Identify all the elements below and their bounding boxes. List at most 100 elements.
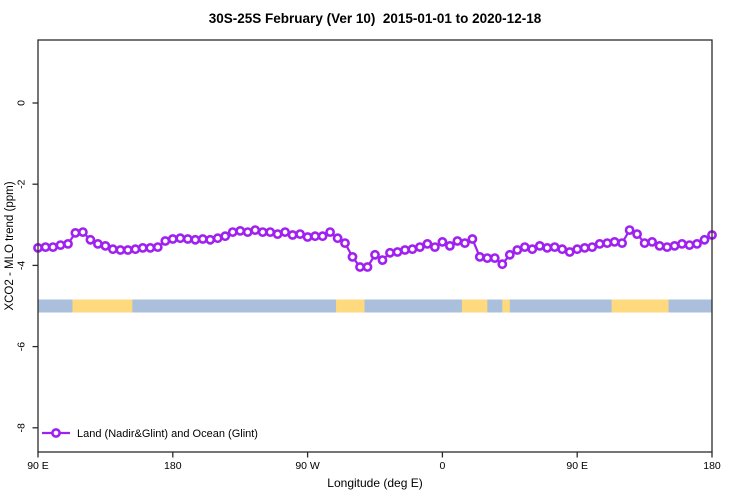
data-point <box>302 232 313 242</box>
land-segment <box>461 299 488 313</box>
data-point <box>467 234 478 244</box>
data-point <box>624 225 635 235</box>
data-point <box>362 262 373 272</box>
data-point <box>609 236 620 247</box>
data-point <box>617 238 627 248</box>
data-point <box>40 242 51 252</box>
x-tick-label: 90 W <box>295 460 320 472</box>
data-point <box>400 245 410 255</box>
x-tick-label: 0 <box>439 460 445 472</box>
data-point <box>48 242 58 252</box>
data-point <box>587 242 598 252</box>
data-point <box>392 247 403 257</box>
data-point <box>152 242 163 252</box>
data-point <box>257 227 268 237</box>
x-tick-label: 180 <box>164 460 182 472</box>
legend: Land (Nadir&Glint) and Ocean (Glint) <box>42 428 258 440</box>
data-point <box>422 238 433 249</box>
data-point <box>70 227 81 238</box>
x-tick-label: 180 <box>703 460 721 472</box>
data-point <box>160 236 171 246</box>
data-point <box>684 240 695 250</box>
data-point <box>85 234 96 245</box>
data-point <box>130 244 141 255</box>
data-point <box>235 225 246 236</box>
data-point <box>654 240 665 251</box>
data-point <box>527 244 538 255</box>
data-point <box>497 259 508 270</box>
data-point <box>355 262 365 272</box>
land-segment <box>611 299 669 313</box>
data-point <box>250 225 261 235</box>
data-point <box>100 240 111 251</box>
data-point <box>429 242 440 252</box>
plot-box <box>37 39 713 453</box>
data-point <box>220 231 231 242</box>
data-point <box>340 238 350 248</box>
x-axis: 90 E 180 90 W 0 90 E 180 <box>27 452 721 472</box>
x-tick-label: 90 E <box>27 460 49 472</box>
data-point <box>662 242 672 252</box>
data-point <box>579 242 590 253</box>
x-tick-label: 90 E <box>566 460 588 472</box>
data-point <box>137 242 148 253</box>
data-point <box>332 233 343 244</box>
data-point <box>692 238 702 249</box>
y-tick-label: -4 <box>15 261 27 270</box>
data-point <box>549 242 560 252</box>
data-point <box>108 244 118 255</box>
data-point <box>212 233 223 244</box>
data-point <box>310 231 320 242</box>
data-point <box>647 236 657 247</box>
data-point <box>564 247 575 257</box>
data-point <box>519 242 530 252</box>
data-point <box>205 234 216 245</box>
data-point <box>272 229 283 239</box>
data-point <box>190 234 201 245</box>
data-point <box>317 231 328 242</box>
data-point <box>287 230 298 240</box>
y-tick-label: -8 <box>15 423 27 432</box>
data-point <box>78 227 88 237</box>
data-point <box>459 238 470 248</box>
data-point <box>414 242 425 252</box>
land-segment <box>72 299 133 313</box>
legend-marker-icon <box>51 428 61 438</box>
data-point <box>182 234 193 244</box>
data-point <box>280 227 290 237</box>
data-point <box>370 249 380 260</box>
data-point <box>385 247 395 258</box>
y-tick-label: -2 <box>15 179 27 188</box>
chart-title: 30S-25S February (Ver 10) 2015-01-01 to … <box>208 11 542 26</box>
data-point <box>602 238 613 248</box>
data-point <box>482 253 493 263</box>
data-point <box>123 245 133 255</box>
data-point <box>669 240 680 251</box>
data-point <box>347 251 358 262</box>
data-point <box>639 238 650 248</box>
y-tick-label: -6 <box>15 342 27 351</box>
data-point <box>474 251 485 262</box>
land-segment <box>502 299 510 313</box>
data-point <box>557 244 568 255</box>
data-point <box>594 238 605 249</box>
data-point <box>93 238 103 249</box>
data-point <box>534 240 545 251</box>
data-point <box>115 245 126 255</box>
data-point <box>197 234 208 244</box>
data-point <box>63 238 73 249</box>
x-axis-label: Longitude (deg E) <box>327 476 422 490</box>
data-point <box>444 240 455 251</box>
data-point <box>265 227 276 237</box>
ocean-band <box>38 299 712 313</box>
data-point <box>452 236 463 246</box>
data-point <box>325 227 335 237</box>
data-series <box>33 225 717 272</box>
land-segment <box>336 299 365 313</box>
legend-label: Land (Nadir&Glint) and Ocean (Glint) <box>77 428 258 440</box>
data-point <box>632 229 642 239</box>
data-point <box>512 245 523 255</box>
y-axis-label: XCO2 - MLO trend (ppm) <box>4 181 16 310</box>
data-point <box>504 249 515 260</box>
